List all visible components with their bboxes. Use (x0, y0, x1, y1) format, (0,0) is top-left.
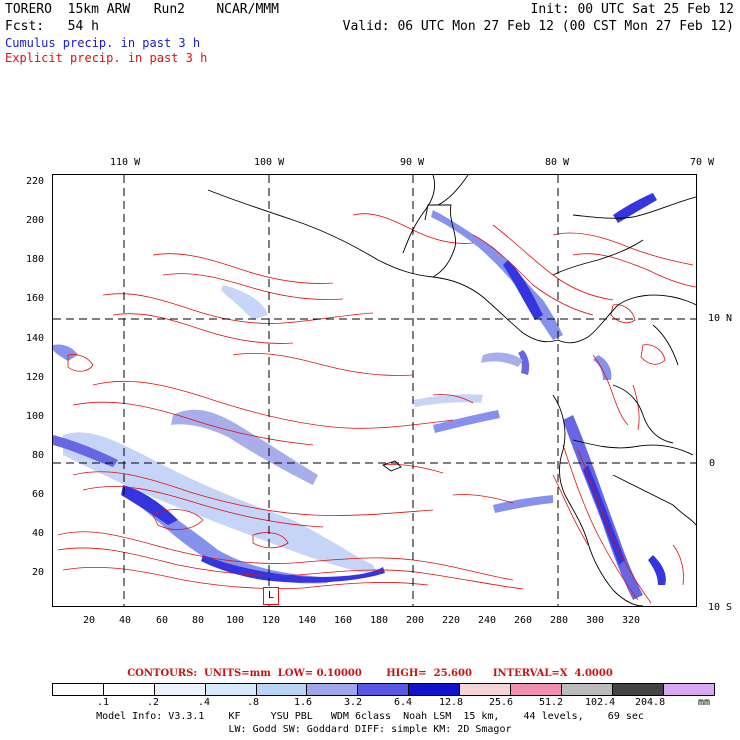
colorbar-label: 51.2 (539, 697, 564, 708)
colorbar-label: 12.8 (439, 697, 464, 708)
colorbar-label: .8 (247, 697, 260, 708)
colorbar-units: mm (698, 697, 711, 708)
x-tick: 180 (370, 615, 389, 626)
forecast-hour: Fcst: 54 h (5, 19, 99, 34)
y-tick: 140 (26, 333, 45, 344)
contour-summary: CONTOURS: UNITS=mm LOW= 0.10000 HIGH= 25… (127, 668, 613, 679)
colorbar-label: .2 (147, 697, 160, 708)
colorbar (52, 683, 715, 696)
colorbar-swatch (358, 684, 410, 695)
x-tick: 320 (622, 615, 641, 626)
colorbar-swatch (612, 684, 664, 695)
x-tick: 80 (192, 615, 205, 626)
x-tick: 260 (514, 615, 533, 626)
x-tick: 200 (406, 615, 425, 626)
explicit-precip-contours (57, 213, 696, 604)
model-title: TORERO 15km ARW Run2 NCAR/MMM (5, 2, 279, 17)
init-time: Init: 00 UTC Sat 25 Feb 12 (530, 2, 735, 17)
model-info: Model Info: V3.3.1 KF YSU PBL WDM 6class… (96, 711, 644, 722)
colorbar-swatch (409, 684, 461, 695)
y-tick: 60 (32, 489, 45, 500)
x-tick: 220 (442, 615, 461, 626)
valid-time: Valid: 06 UTC Mon 27 Feb 12 (00 CST Mon … (342, 19, 734, 34)
colorbar-label: 3.2 (344, 697, 363, 708)
colorbar-label: 1.6 (294, 697, 313, 708)
colorbar-label: .4 (198, 697, 211, 708)
y-tick: 20 (32, 567, 45, 578)
y-tick: 220 (26, 176, 45, 187)
x-tick: 140 (298, 615, 317, 626)
colorbar-swatch (205, 684, 257, 695)
colorbar-swatch (307, 684, 359, 695)
colorbar-label: 6.4 (394, 697, 413, 708)
lon-label: 90 W (400, 157, 425, 168)
colorbar-swatch (53, 684, 104, 695)
explicit-legend: Explicit precip. in past 3 h (5, 51, 208, 65)
y-tick: 160 (26, 293, 45, 304)
x-tick: 120 (262, 615, 281, 626)
cumulus-legend: Cumulus precip. in past 3 h (5, 36, 201, 50)
cumulus-precip-shading (53, 193, 666, 600)
x-tick: 40 (119, 615, 132, 626)
x-tick: 100 (226, 615, 245, 626)
y-tick: 120 (26, 372, 45, 383)
lon-label: 70 W (690, 157, 715, 168)
y-tick: 180 (26, 254, 45, 265)
colorbar-label: .1 (97, 697, 110, 708)
x-tick: 20 (83, 615, 96, 626)
precip-map: L (52, 174, 697, 607)
x-tick: 280 (550, 615, 569, 626)
colorbar-swatch (460, 684, 512, 695)
x-tick: 60 (156, 615, 169, 626)
colorbar-swatch (663, 684, 714, 695)
lat-label: 10 S (708, 602, 733, 613)
colorbar-label: 102.4 (585, 697, 616, 708)
y-tick: 200 (26, 215, 45, 226)
colorbar-swatch (154, 684, 206, 695)
y-tick: 40 (32, 528, 45, 539)
colorbar-swatch (256, 684, 308, 695)
lon-label: 80 W (545, 157, 570, 168)
colorbar-swatch (103, 684, 155, 695)
latlon-grid (53, 175, 696, 606)
map-marker-label: L (263, 587, 279, 605)
coastlines (207, 175, 696, 606)
lat-label: 0 (709, 458, 716, 469)
x-tick: 300 (586, 615, 605, 626)
colorbar-label: 25.6 (489, 697, 514, 708)
y-tick: 100 (26, 411, 45, 422)
y-tick: 80 (32, 450, 45, 461)
colorbar-swatch (561, 684, 613, 695)
colorbar-label: 204.8 (635, 697, 666, 708)
x-tick: 240 (478, 615, 497, 626)
x-tick: 160 (334, 615, 353, 626)
lat-label: 10 N (708, 313, 733, 324)
lon-label: 110 W (110, 157, 141, 168)
lon-label: 100 W (254, 157, 285, 168)
model-physics: LW: Godd SW: Goddard DIFF: simple KM: 2D… (228, 724, 512, 735)
colorbar-swatch (511, 684, 562, 695)
